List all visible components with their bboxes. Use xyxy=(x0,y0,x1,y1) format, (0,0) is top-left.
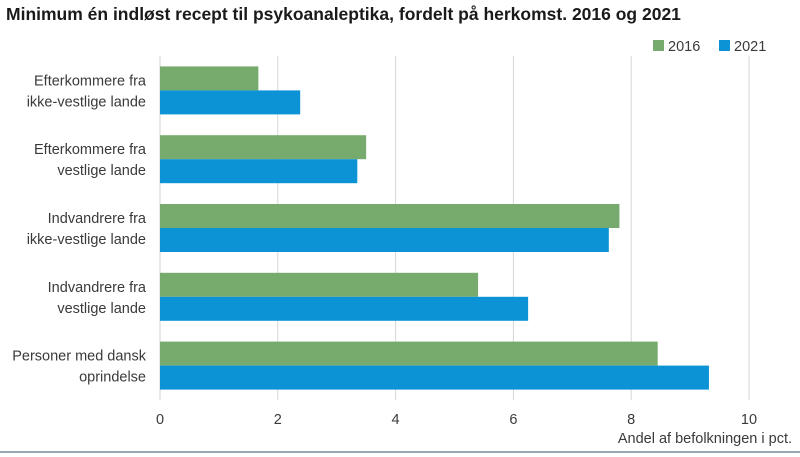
x-tick-label: 8 xyxy=(627,412,635,428)
bottom-divider xyxy=(0,451,800,453)
category-labels: Efterkommere fra ikke-vestlige landeEfter… xyxy=(12,73,147,385)
x-tick-label: 4 xyxy=(392,412,400,428)
x-axis-title: Andel af befolkningen i pct. xyxy=(618,431,792,447)
bar-2016 xyxy=(160,66,259,91)
legend-swatch-2021 xyxy=(719,40,730,51)
x-tick-labels: 0 2 4 6 8 10 xyxy=(156,412,757,428)
category-label-line: Personer med dansk xyxy=(12,349,147,365)
x-tick-label: 10 xyxy=(741,412,757,428)
category-label: Indvandrere fra vestlige lande xyxy=(48,280,147,317)
category-label-line: ikke-vestlige lande xyxy=(27,94,146,110)
bar-2021 xyxy=(160,228,609,252)
legend: 2016 2021 xyxy=(653,39,766,55)
legend-swatch-2016 xyxy=(653,40,664,51)
x-tick-label: 2 xyxy=(274,412,282,428)
category-label: Personer med dansk oprindelse xyxy=(12,349,147,386)
x-tick-label: 0 xyxy=(156,412,164,428)
bars xyxy=(160,66,709,390)
bar-2016 xyxy=(160,341,658,366)
bar-2016 xyxy=(160,272,479,297)
category-label-line: oprindelse xyxy=(79,370,146,386)
category-label-line: vestlige lande xyxy=(57,163,146,179)
legend-label-2016: 2016 xyxy=(668,39,700,55)
category-label: Indvandrere fra ikke-vestlige lande xyxy=(27,211,147,248)
legend-label-2021: 2021 xyxy=(734,39,766,55)
category-label: Efterkommere fra ikke-vestlige lande xyxy=(27,73,147,110)
bar-2021 xyxy=(160,90,301,115)
x-tick-label: 6 xyxy=(509,412,517,428)
bar-2016 xyxy=(160,204,620,228)
chart-title: Minimum én indløst recept til psykoanale… xyxy=(6,4,681,24)
category-label-line: Indvandrere fra xyxy=(48,211,147,227)
bar-2021 xyxy=(160,159,358,184)
bar-2016 xyxy=(160,135,367,160)
bar-2021 xyxy=(160,365,709,390)
category-label-line: Indvandrere fra xyxy=(48,280,147,296)
category-label-line: Efterkommere fra xyxy=(34,142,147,158)
category-label: Efterkommere fra vestlige lande xyxy=(34,142,147,179)
bar-2021 xyxy=(160,296,529,321)
category-label-line: Efterkommere fra xyxy=(34,73,147,89)
category-label-line: vestlige lande xyxy=(57,301,146,317)
category-label-line: ikke-vestlige lande xyxy=(27,232,146,248)
